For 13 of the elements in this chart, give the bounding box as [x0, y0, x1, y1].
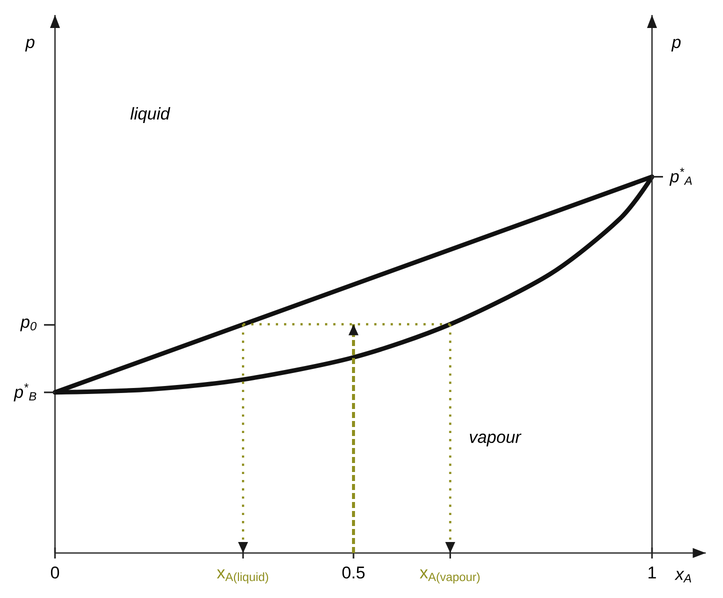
text: p	[671, 38, 681, 52]
text: p$_{0}$	[20, 318, 37, 332]
x-tick-label: x$_{A(liquid)}$	[216, 569, 268, 584]
text: p	[25, 38, 34, 52]
annotation: p$^{*}$A	[669, 168, 692, 186]
x-axis-title: x$_{A}$	[674, 570, 692, 582]
x-tick-label: 0.5	[342, 566, 365, 579]
annotation: p$^{*}$B	[14, 383, 36, 402]
x-tick-label: x$_{A(vapour)}$	[420, 569, 480, 584]
annotation: vapour	[470, 434, 522, 446]
x-tick-label: 0	[50, 566, 60, 579]
x-tick-label: 1	[648, 566, 656, 578]
text: liquid	[130, 107, 170, 123]
